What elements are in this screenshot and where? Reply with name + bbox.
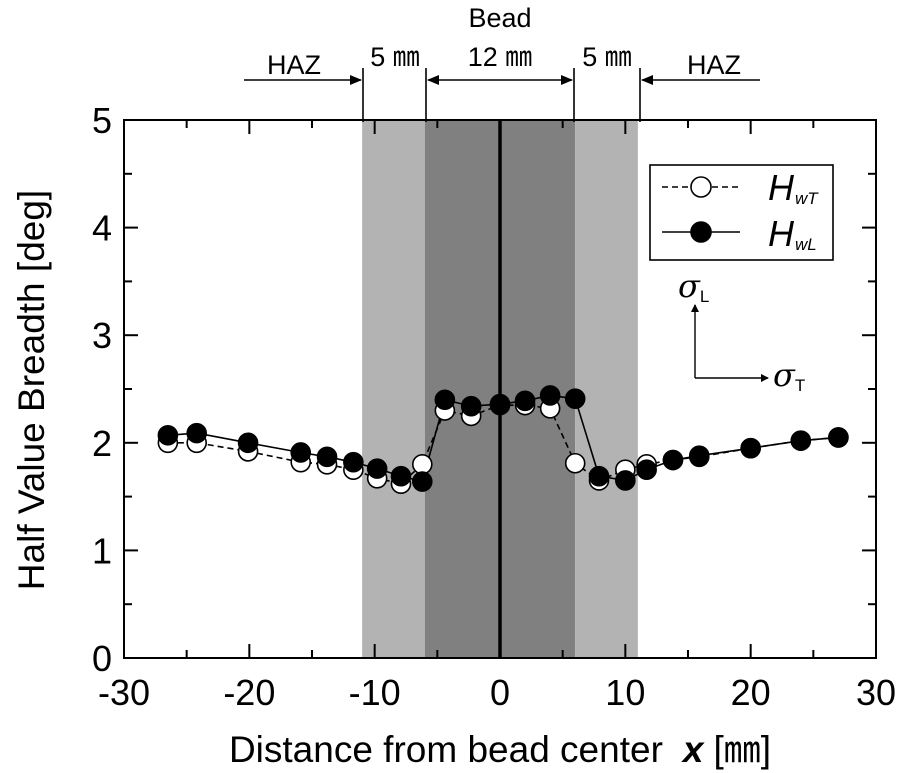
y-tick-label: 0 <box>92 638 112 679</box>
legend-marker-hwl <box>690 221 712 243</box>
legend-label-hwt-main: H <box>768 167 795 208</box>
y-tick-label: 5 <box>92 100 112 141</box>
data-point-wL <box>343 451 364 473</box>
sigma-t-label: σT <box>773 356 805 395</box>
data-point-wL <box>411 471 433 492</box>
sigma-t-sub: T <box>795 376 805 395</box>
bead-width-label: 12 ㎜ <box>468 42 533 72</box>
y-tick-label: 4 <box>92 208 112 249</box>
data-point-wT <box>564 452 586 474</box>
shaded-region-2 <box>575 120 638 658</box>
data-point-wL <box>740 437 761 459</box>
data-point-wL <box>636 459 657 481</box>
y-tick-label: 1 <box>92 530 112 571</box>
right-5mm-label: 5 ㎜ <box>582 42 632 72</box>
haz-left-label: HAZ <box>267 50 321 80</box>
x-tick-label: -30 <box>98 672 150 713</box>
region-annotation: HAZ HAZ 5 ㎜ 5 ㎜ Bead 12 ㎜ <box>244 3 760 122</box>
x-tick-label: 30 <box>856 672 896 713</box>
sigma-l-symbol: σ <box>678 267 701 305</box>
y-tick-label: 3 <box>92 315 112 356</box>
legend-label-hwt: HwT <box>768 167 819 208</box>
data-point-wL <box>460 395 482 417</box>
y-axis-title: Half Value Breadth [deg] <box>11 190 52 590</box>
data-point-wL <box>237 432 259 454</box>
data-point-wL <box>366 458 388 479</box>
data-point-wL <box>790 430 812 451</box>
data-point-wL <box>662 449 684 471</box>
sigma-l-sub: L <box>700 287 709 306</box>
sigma-t-symbol: σ <box>773 356 796 394</box>
shaded-region-0 <box>362 120 425 658</box>
x-axis-title-unit: [㎜] <box>713 729 771 770</box>
data-point-wL <box>564 388 586 409</box>
x-axis-title: Distance from bead center x [㎜] <box>229 729 771 770</box>
data-point-wL <box>290 442 312 463</box>
data-point-wL <box>688 445 710 467</box>
data-point-wL <box>489 393 511 415</box>
x-axis-title-text: Distance from bead center <box>229 729 663 770</box>
stress-axes-diagram: σL σT <box>678 267 805 395</box>
left-5mm-label: 5 ㎜ <box>370 42 420 72</box>
legend-label-hwl-main: H <box>768 213 795 254</box>
data-point-wL <box>434 389 456 411</box>
x-axis-title-var: x <box>681 729 705 770</box>
sigma-l-label: σL <box>678 267 709 306</box>
data-point-wT <box>411 454 433 475</box>
legend: HwT HwL <box>649 164 834 261</box>
tick-labels: -30 -20 -10 0 10 20 30 0 1 2 3 4 5 <box>92 100 896 713</box>
series-points <box>157 385 849 494</box>
x-tick-label: 0 <box>490 672 510 713</box>
legend-label-hwl-sub: wL <box>795 235 817 254</box>
data-point-wL <box>828 427 849 448</box>
legend-label-hwl: HwL <box>768 213 817 254</box>
data-point-wL <box>539 385 561 406</box>
data-point-wL <box>514 390 536 412</box>
y-tick-label: 2 <box>92 423 112 464</box>
legend-marker-hwt <box>690 176 712 198</box>
haz-right-label: HAZ <box>687 50 741 80</box>
x-tick-label: -10 <box>349 672 401 713</box>
x-tick-label: -20 <box>223 672 275 713</box>
x-tick-label: 20 <box>731 672 771 713</box>
data-point-wL <box>157 424 179 446</box>
x-tick-label: 10 <box>605 672 645 713</box>
bead-label: Bead <box>468 3 531 33</box>
data-point-wL <box>316 446 338 468</box>
legend-label-hwt-sub: wT <box>795 189 819 208</box>
axis-ticks <box>123 119 877 659</box>
legend-box <box>649 164 834 261</box>
data-point-wL <box>615 470 636 491</box>
data-point-wL <box>390 465 412 487</box>
data-point-wL <box>186 422 207 444</box>
data-point-wL <box>588 465 610 487</box>
